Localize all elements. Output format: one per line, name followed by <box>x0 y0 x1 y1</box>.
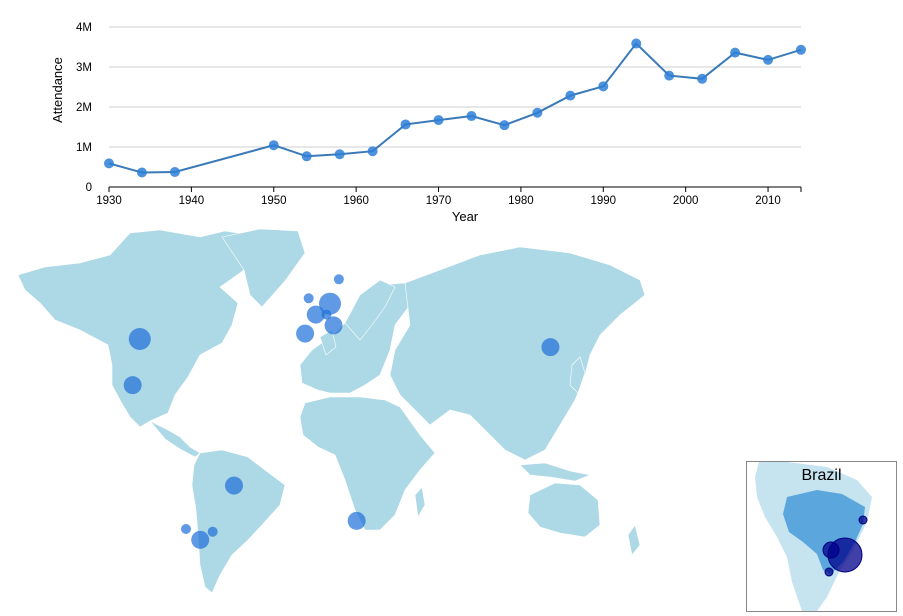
land-greenland <box>221 228 306 308</box>
x-tick-label: 2010 <box>755 195 781 207</box>
inset-marker <box>824 567 834 577</box>
data-point <box>697 73 708 84</box>
x-tick-label: 2000 <box>673 195 699 207</box>
x-tick-label: 1930 <box>96 195 122 207</box>
host-markers <box>123 274 560 549</box>
x-tick-label: 1950 <box>261 195 287 207</box>
y-tick-label: 4M <box>76 22 92 34</box>
data-point <box>763 54 774 65</box>
x-axis-label: Year <box>452 209 479 224</box>
host-marker <box>333 274 344 285</box>
land-new-zealand <box>627 524 641 556</box>
data-point <box>598 81 609 92</box>
land-japan <box>569 356 586 394</box>
data-point <box>268 140 279 151</box>
y-axis: 0 1M 2M 3M 4M <box>76 22 92 194</box>
x-axis: 1930 1940 1950 1960 1970 1980 1990 2000 2010 <box>96 186 802 207</box>
land-indonesia <box>519 462 592 482</box>
inset-marker <box>858 515 868 525</box>
host-marker <box>324 316 343 335</box>
data-point <box>169 167 180 177</box>
data-point <box>466 111 477 122</box>
y-tick-label: 0 <box>86 182 92 194</box>
y-tick-label: 3M <box>76 62 92 74</box>
data-point <box>565 90 576 101</box>
inset-map-graphic <box>755 462 872 611</box>
data-point <box>631 38 642 49</box>
host-marker <box>128 328 151 350</box>
world-land <box>17 228 646 594</box>
grid-lines <box>109 26 801 188</box>
data-point <box>664 70 675 81</box>
host-marker <box>347 511 366 530</box>
world-map <box>17 228 646 594</box>
x-tick-label: 1940 <box>179 195 205 207</box>
host-marker <box>181 524 191 534</box>
data-point <box>334 149 345 160</box>
inset-markers <box>822 515 868 577</box>
land-africa <box>299 396 436 531</box>
attendance-line <box>108 41 802 174</box>
host-marker <box>303 293 314 304</box>
host-marker <box>296 324 315 343</box>
host-marker <box>306 305 325 324</box>
host-marker <box>321 309 332 320</box>
data-point <box>400 119 411 130</box>
land-south-america <box>191 449 286 594</box>
inset-marker <box>822 541 840 559</box>
brazil-inset-map: Brazil <box>746 461 897 612</box>
host-marker <box>541 338 560 357</box>
data-point <box>136 167 147 178</box>
land-scandinavia <box>344 279 396 341</box>
data-point <box>730 47 741 58</box>
data-points <box>104 38 806 178</box>
data-point <box>796 44 806 55</box>
land-australia <box>527 482 601 538</box>
land-asia <box>389 246 646 461</box>
y-tick-label: 1M <box>76 142 92 154</box>
data-point <box>433 115 444 126</box>
host-marker <box>123 376 142 395</box>
data-point <box>104 158 114 169</box>
data-point <box>532 107 543 118</box>
host-marker <box>225 476 243 495</box>
attendance-line-chart: 0 1M 2M 3M 4M 1930 1940 1950 1960 1970 1980 1990 20… <box>50 22 806 224</box>
host-marker <box>319 292 341 315</box>
land-madagascar <box>414 486 426 518</box>
x-tick-label: 1970 <box>426 195 452 207</box>
x-tick-label: 1960 <box>343 195 369 207</box>
x-tick-label: 1980 <box>508 195 534 207</box>
host-marker <box>191 530 210 549</box>
data-point <box>499 120 510 131</box>
data-point <box>301 151 312 162</box>
inset-title: Brazil <box>801 467 842 484</box>
data-point <box>367 146 378 157</box>
host-marker <box>207 526 218 537</box>
land-central-america <box>149 420 201 458</box>
y-axis-label: Attendance <box>50 57 65 123</box>
y-tick-label: 2M <box>76 102 92 114</box>
x-tick-label: 1990 <box>590 195 616 207</box>
